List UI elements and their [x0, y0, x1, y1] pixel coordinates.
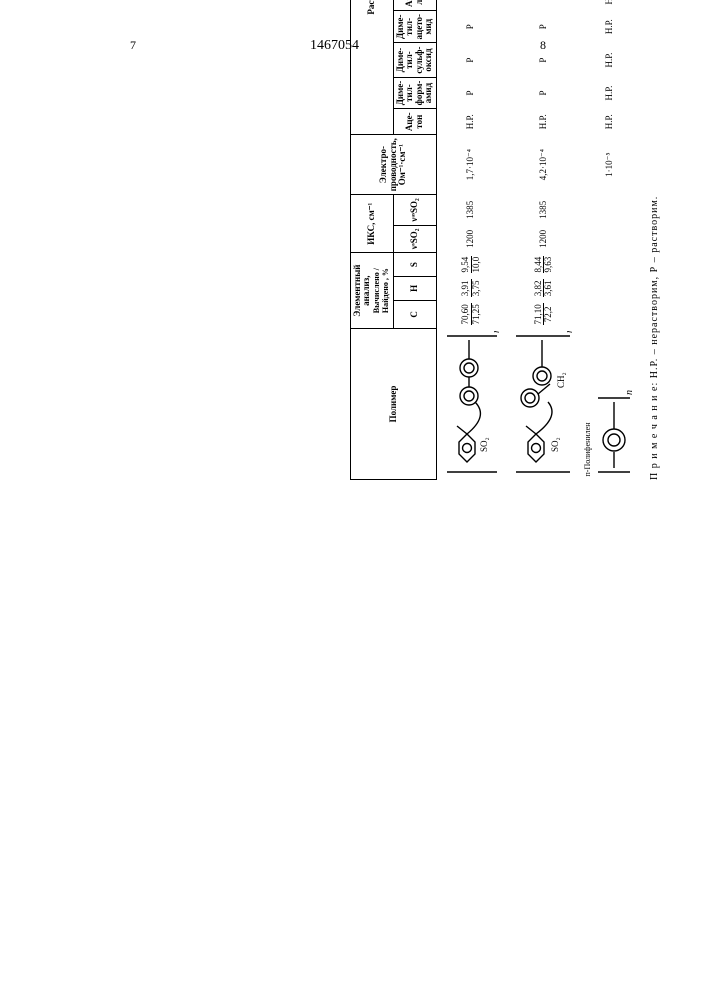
cell-cond: 1·10⁻⁵: [582, 135, 639, 195]
footnote: П р и м е ч а н и е: Н.Р. – нерастворим,…: [649, 0, 660, 480]
structure-icon: SO₂ CH₂ n: [508, 332, 580, 477]
svg-text:SO₂: SO₂: [550, 438, 560, 453]
col-nuas: νᵃˢSO₂: [393, 195, 436, 225]
col-elem-sublabel: Вычислено / Найдено , %: [372, 268, 390, 313]
col-s3: Диме-тил-сульф-оксид: [393, 43, 436, 77]
cell-sol: Р: [506, 43, 582, 77]
structure-icon: SO₂ n: [439, 332, 504, 477]
main-data-table: Полимер Элементный анализ, Вычислено / Н…: [350, 0, 639, 480]
polymer-cell: SO₂ n: [436, 329, 506, 480]
cell-c: [582, 300, 639, 328]
table-row: SO₂ n 70,6071,25 3,913,75 9,5410,0 1200 …: [436, 0, 506, 480]
col-h: H: [393, 277, 436, 301]
polymer-name: п-Полифенилен: [583, 422, 592, 476]
cell-sol: Н.Р.: [582, 10, 639, 42]
cell-c: 70,6071,25: [436, 300, 506, 328]
col-conduct: Электро-проводность, Ом⁻¹·см⁻¹: [351, 135, 437, 195]
cell-nus: 1200: [436, 225, 506, 253]
cell-nuas: 1385: [506, 195, 582, 225]
cell-nuas: 1385: [436, 195, 506, 225]
cell-sol: Р: [506, 77, 582, 109]
col-c: C: [393, 300, 436, 328]
cell-sol: Н.Р.: [506, 109, 582, 135]
table-row: п-Полифенилен n 1·10⁻⁵ Н.Р. Н.Р. Н.Р. Н.…: [582, 0, 639, 480]
cell-sol: Н.Р.: [436, 109, 506, 135]
structure-icon: n: [592, 387, 637, 477]
cell-h: 3,913,75: [436, 277, 506, 301]
cell-sol: Р: [506, 0, 582, 10]
col-s5: Ани-лин: [393, 0, 436, 10]
col-s1: Аце-тон: [393, 109, 436, 135]
col-elem: Элементный анализ, Вычислено / Найдено ,…: [351, 253, 394, 329]
cell-sol: Р: [506, 10, 582, 42]
page-number-left: 7: [130, 38, 136, 53]
cell-sol: Р: [436, 10, 506, 42]
cell-cond: 4,2·10⁻⁴: [506, 135, 582, 195]
polymer-cell: SO₂ CH₂ n: [506, 329, 582, 480]
cell-sol: Н.Р.: [582, 43, 639, 77]
cell-s: 9,5410,0: [436, 253, 506, 277]
svg-text:n: n: [564, 332, 575, 334]
svg-text:CH₂: CH₂: [556, 373, 566, 389]
svg-text:n: n: [491, 332, 502, 334]
cell-nuas: [582, 195, 639, 225]
col-s: S: [393, 253, 436, 277]
col-s2: Диме-тил-форм-амид: [393, 77, 436, 109]
cell-c: 71,1072,2: [506, 300, 582, 328]
col-polymer: Полимер: [351, 329, 437, 480]
cell-cond: 1,7·10⁻⁴: [436, 135, 506, 195]
rotated-table-container: Полимер Элементный анализ, Вычислено / Н…: [350, 0, 660, 480]
col-nus: νˢSO₂: [393, 225, 436, 253]
cell-sol: Р: [436, 77, 506, 109]
polymer-cell: п-Полифенилен n: [582, 329, 639, 480]
cell-sol: Р: [436, 0, 506, 10]
col-iks: ИКС, см⁻¹: [351, 195, 394, 253]
cell-h: 3,823,61: [506, 277, 582, 301]
svg-text:n: n: [624, 391, 635, 396]
col-s4: Диме-тил-ацето-мид: [393, 10, 436, 42]
svg-text:SO₂: SO₂: [479, 438, 489, 453]
col-elem-label: Элементный анализ,: [352, 265, 371, 317]
cell-nus: [582, 225, 639, 253]
cell-s: 8,449,63: [506, 253, 582, 277]
cell-h: [582, 277, 639, 301]
col-solubility: Растворимость: [351, 0, 394, 135]
table-row: SO₂ CH₂ n 71,1072,2 3,823,61 8,449,63 12…: [506, 0, 582, 480]
cell-sol: Р: [436, 43, 506, 77]
cell-sol: Н.Р.: [582, 0, 639, 10]
cell-s: [582, 253, 639, 277]
cell-sol: Н.Р.: [582, 109, 639, 135]
cell-sol: Н.Р.: [582, 77, 639, 109]
cell-nus: 1200: [506, 225, 582, 253]
